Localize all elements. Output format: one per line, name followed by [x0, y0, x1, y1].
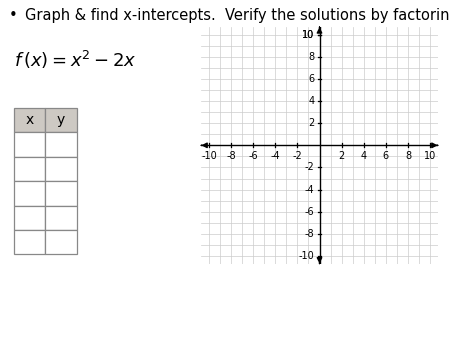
Text: -10: -10 — [299, 251, 315, 261]
Text: 8: 8 — [405, 151, 411, 162]
Text: -4: -4 — [270, 151, 280, 162]
Text: 2: 2 — [308, 118, 315, 128]
Text: 10: 10 — [424, 151, 436, 162]
Text: -6: -6 — [305, 207, 315, 217]
Text: Graph & find x-intercepts.  Verify the solutions by factoring.: Graph & find x-intercepts. Verify the so… — [25, 8, 450, 23]
Text: -6: -6 — [248, 151, 258, 162]
Text: -8: -8 — [305, 229, 315, 239]
Text: 8: 8 — [308, 52, 315, 62]
Text: 6: 6 — [308, 74, 315, 84]
Text: -2: -2 — [305, 163, 315, 172]
Text: 4: 4 — [308, 96, 315, 106]
Text: x: x — [25, 113, 33, 127]
Text: $f\,(x) = x^2 - 2x$: $f\,(x) = x^2 - 2x$ — [14, 49, 136, 71]
Text: -2: -2 — [292, 151, 302, 162]
Text: 10: 10 — [302, 30, 315, 40]
Text: -10: -10 — [201, 151, 217, 162]
Text: 4: 4 — [360, 151, 367, 162]
Text: 6: 6 — [383, 151, 389, 162]
Text: -8: -8 — [226, 151, 236, 162]
Text: -4: -4 — [305, 185, 315, 195]
Text: •: • — [9, 8, 18, 23]
Text: 10: 10 — [302, 30, 315, 40]
Text: 2: 2 — [338, 151, 345, 162]
Text: y: y — [57, 113, 65, 127]
